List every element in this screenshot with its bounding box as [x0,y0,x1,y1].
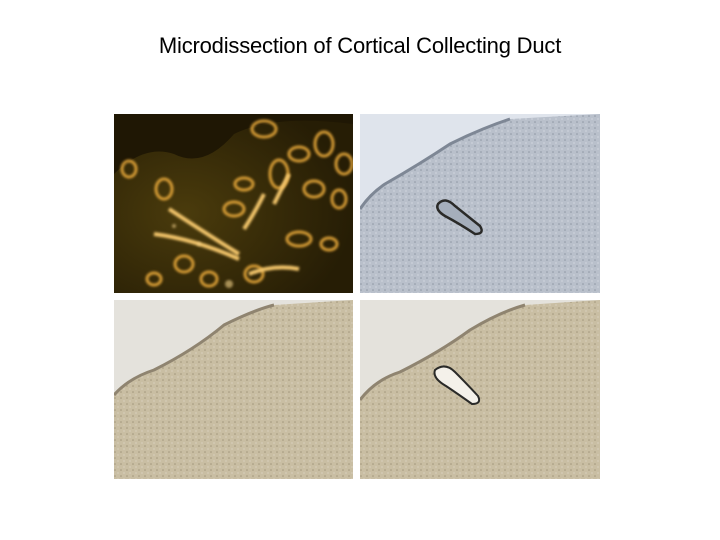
brightfield-micrograph-outlined [360,114,600,293]
brightfield-micrograph-before [114,300,353,479]
brightfield-micrograph-after [360,300,600,479]
fluorescence-micrograph [114,114,353,293]
slide-title: Microdissection of Cortical Collecting D… [0,33,720,59]
